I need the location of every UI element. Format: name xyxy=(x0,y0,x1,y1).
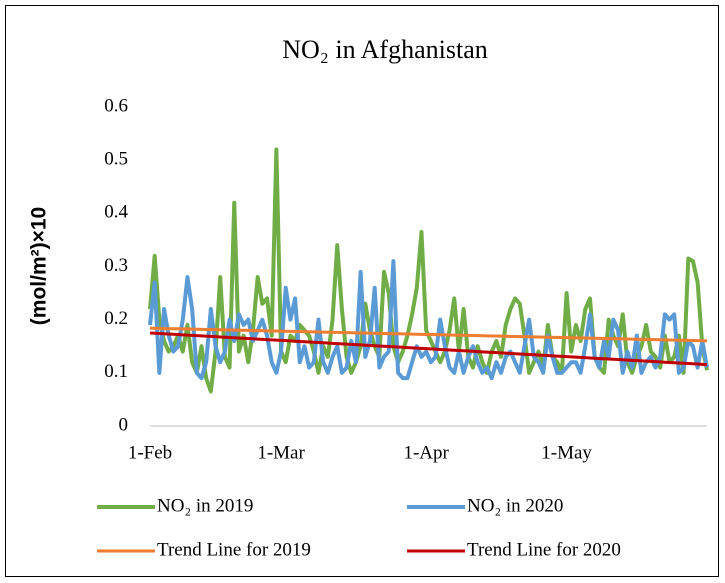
x-tick-label: 1-Apr xyxy=(403,442,449,463)
trend-line xyxy=(149,326,708,343)
x-tick-label: 1-Mar xyxy=(257,442,305,463)
legend-label: Trend Line for 2019 xyxy=(157,539,311,560)
legend-label: NO₂ in 2020 xyxy=(467,495,563,516)
legend-label: Trend Line for 2020 xyxy=(467,539,621,560)
legend-label: NO₂ in 2019 xyxy=(157,495,253,516)
data-line xyxy=(148,259,709,381)
x-tick-label: 1-May xyxy=(541,442,592,463)
y-tick-label: 0.3 xyxy=(104,255,128,276)
y-tick-label: 0 xyxy=(119,414,129,435)
y-tick-label: 0.4 xyxy=(104,202,128,223)
y-axis-label: (mol/m²)×10 xyxy=(28,207,51,325)
x-tick-label: 1-Feb xyxy=(128,442,172,463)
y-tick-label: 0.5 xyxy=(104,149,128,170)
trend-line xyxy=(149,331,708,367)
y-tick-label: 0.6 xyxy=(104,95,128,116)
chart-title: NO₂ in Afghanistan xyxy=(282,35,488,64)
y-tick-label: 0.2 xyxy=(104,308,128,329)
y-tick-label: 0.1 xyxy=(104,361,128,382)
